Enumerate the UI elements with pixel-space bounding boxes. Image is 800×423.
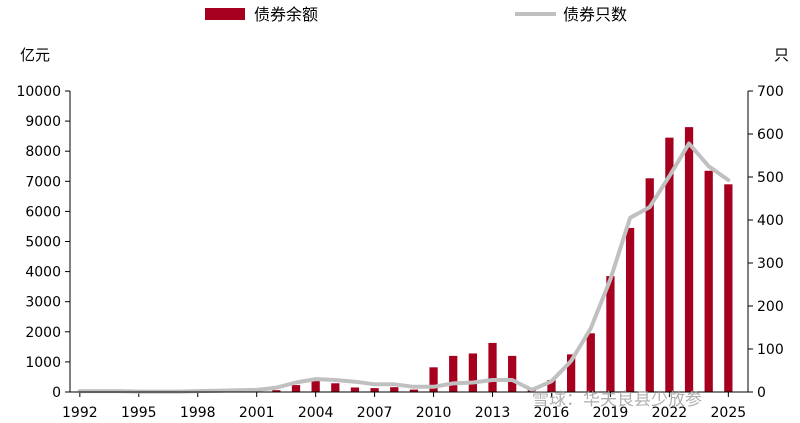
- x-tick-label: 2019: [593, 405, 629, 421]
- right-axis-ticks: 0 100 200 300 400 500 600 700: [748, 84, 784, 401]
- balance-bar: [684, 127, 694, 393]
- right-tick-label: 200: [757, 299, 784, 315]
- right-axis-unit: 只: [774, 46, 789, 64]
- right-tick-label: 400: [757, 213, 784, 229]
- x-tick-label: 1995: [121, 405, 157, 421]
- balance-bar: [508, 355, 517, 392]
- left-tick-label: 1000: [25, 355, 61, 371]
- watermark: 雪球：华夫良县少放参: [532, 390, 702, 410]
- x-tick-label: 2025: [711, 405, 747, 421]
- left-tick-label: 9000: [25, 114, 61, 130]
- x-axis-ticks: 1992 1995 1998 2001 2004 2007 2010 2013 2016 2019…: [62, 392, 746, 421]
- left-axis-ticks: 0 1000 2000 3000 4000 5000 6000 7000 8000 9000 100…: [16, 84, 70, 401]
- balance-bar: [567, 354, 576, 392]
- right-tick-label: 300: [757, 256, 784, 272]
- left-tick-label: 6000: [25, 204, 61, 220]
- x-tick-label: 2016: [534, 405, 570, 421]
- balance-bar: [449, 355, 458, 392]
- x-tick-label: 2001: [239, 405, 275, 421]
- x-tick-label: 2013: [475, 405, 511, 421]
- bond-count-line: [77, 141, 731, 394]
- balance-bar: [625, 227, 635, 392]
- legend: 债券余额 债券只数: [205, 5, 627, 24]
- balance-bar: [468, 353, 477, 392]
- left-tick-label: 7000: [25, 174, 61, 190]
- x-tick-label: 1998: [180, 405, 216, 421]
- balance-bar: [311, 380, 320, 392]
- balance-bar: [586, 333, 595, 392]
- legend-label-bar: 债券余额: [254, 5, 318, 24]
- balance-bar: [645, 178, 654, 392]
- x-tick-label: 2004: [298, 405, 334, 421]
- x-tick-label: 2007: [357, 405, 393, 421]
- balance-bar: [370, 388, 379, 392]
- balance-bar: [547, 379, 556, 392]
- balance-bar: [665, 137, 674, 392]
- balance-bar: [291, 385, 301, 392]
- balance-bar: [331, 383, 340, 392]
- right-tick-label: 500: [757, 170, 784, 186]
- left-tick-label: 0: [52, 385, 61, 401]
- right-tick-label: 700: [757, 84, 784, 100]
- right-tick-label: 600: [757, 127, 784, 143]
- right-tick-label: 0: [757, 385, 766, 401]
- balance-bar: [350, 387, 360, 392]
- x-tick-label: 2010: [416, 405, 452, 421]
- left-tick-label: 8000: [25, 144, 61, 160]
- left-tick-label: 2000: [25, 325, 61, 341]
- right-tick-label: 100: [757, 342, 784, 358]
- left-tick-label: 10000: [16, 84, 61, 100]
- x-tick-label: 1992: [62, 405, 98, 421]
- legend-label-line: 债券只数: [563, 5, 627, 24]
- balance-bar: [704, 170, 713, 392]
- left-tick-label: 4000: [25, 265, 61, 281]
- left-tick-label: 5000: [25, 235, 61, 251]
- left-tick-label: 3000: [25, 295, 61, 311]
- balance-bar: [488, 342, 497, 392]
- balance-bar: [409, 389, 419, 392]
- balance-bar: [272, 390, 281, 392]
- balance-bar: [390, 387, 399, 392]
- left-axis-unit: 亿元: [20, 46, 50, 64]
- bars-group: [75, 127, 733, 393]
- balance-bar: [429, 367, 438, 392]
- balance-bar: [606, 276, 615, 392]
- x-tick-label: 2022: [652, 405, 688, 421]
- legend-swatch-bar: [205, 8, 245, 20]
- balance-bar: [724, 184, 733, 392]
